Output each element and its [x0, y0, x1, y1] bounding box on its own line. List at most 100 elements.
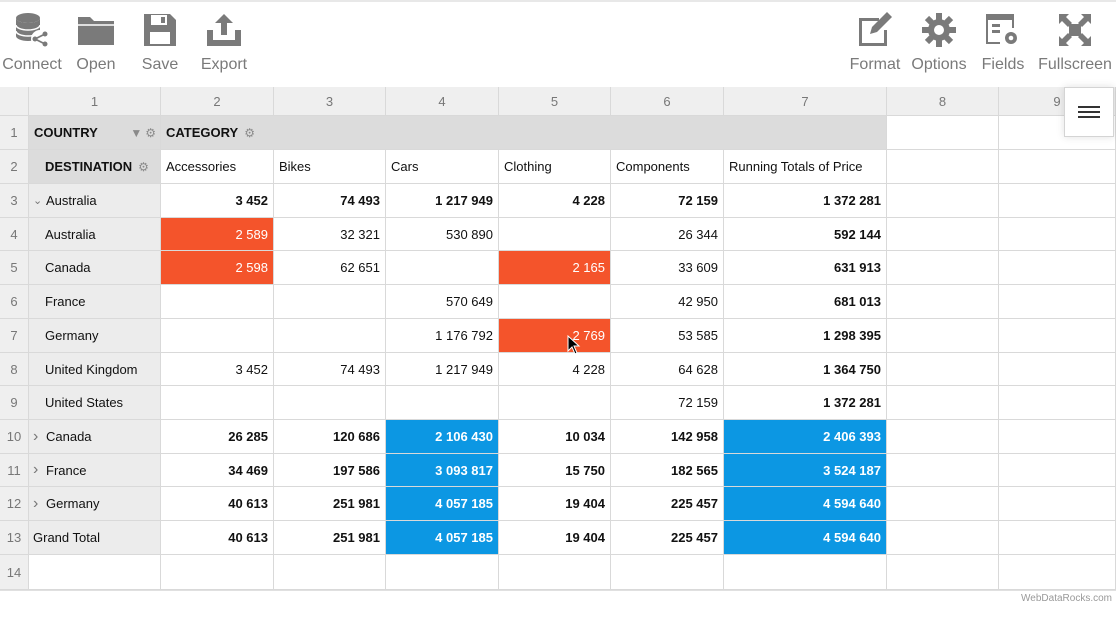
row-header[interactable]: 2 — [0, 150, 29, 184]
data-cell[interactable]: 4 057 185 — [386, 487, 499, 521]
data-cell[interactable]: 251 981 — [274, 487, 386, 521]
column-header[interactable]: 2 — [161, 87, 274, 116]
data-cell[interactable]: 225 457 — [611, 487, 724, 521]
data-cell[interactable]: 2 406 393 — [724, 420, 887, 454]
category-column-header[interactable]: Running Totals of Price — [724, 150, 887, 184]
data-cell[interactable]: 3 452 — [161, 184, 274, 218]
data-cell[interactable]: 4 594 640 — [724, 521, 887, 555]
options-button[interactable]: Options — [910, 10, 968, 82]
data-cell[interactable]: 34 469 — [161, 454, 274, 487]
format-button[interactable]: Format — [848, 10, 902, 82]
category-column-header[interactable]: Clothing — [499, 150, 611, 184]
hamburger-menu-button[interactable] — [1064, 87, 1114, 137]
connect-button[interactable]: Connect — [0, 10, 64, 82]
data-cell[interactable]: 2 769 — [499, 319, 611, 353]
row-header[interactable]: 7 — [0, 319, 29, 353]
data-cell[interactable]: 4 594 640 — [724, 487, 887, 521]
data-cell[interactable]: 19 404 — [499, 521, 611, 555]
gear-icon[interactable]: ⚙ — [138, 159, 149, 174]
data-cell[interactable]: 4 057 185 — [386, 521, 499, 555]
data-cell[interactable]: 530 890 — [386, 218, 499, 251]
data-cell[interactable]: 1 372 281 — [724, 184, 887, 218]
chevron-right-icon[interactable]: › — [33, 461, 39, 478]
data-cell[interactable]: 10 034 — [499, 420, 611, 454]
destination-header[interactable]: DESTINATION ⚙ — [29, 150, 161, 184]
data-cell[interactable] — [499, 218, 611, 251]
data-cell[interactable]: 197 586 — [274, 454, 386, 487]
data-cell[interactable]: 1 217 949 — [386, 184, 499, 218]
row-label-cell[interactable]: ⌄ Australia — [29, 184, 161, 218]
chevron-down-icon[interactable]: ⌄ — [33, 195, 43, 207]
row-label-cell[interactable]: Canada — [29, 251, 161, 285]
row-header[interactable]: 11 — [0, 454, 29, 487]
row-label-cell[interactable]: Grand Total — [29, 521, 161, 555]
data-cell[interactable]: 32 321 — [274, 218, 386, 251]
data-cell[interactable] — [274, 386, 386, 420]
save-button[interactable]: Save — [136, 10, 184, 82]
country-header[interactable]: COUNTRY ▼ ⚙ — [29, 116, 161, 150]
row-label-cell[interactable]: › Germany — [29, 487, 161, 521]
data-cell[interactable] — [386, 386, 499, 420]
row-header[interactable]: 9 — [0, 386, 29, 420]
column-header[interactable]: 1 — [29, 87, 161, 116]
data-cell[interactable]: 53 585 — [611, 319, 724, 353]
data-cell[interactable] — [499, 386, 611, 420]
row-label-cell[interactable]: Australia — [29, 218, 161, 251]
data-cell[interactable] — [386, 251, 499, 285]
data-cell[interactable]: 74 493 — [274, 184, 386, 218]
data-cell[interactable]: 62 651 — [274, 251, 386, 285]
data-cell[interactable] — [161, 386, 274, 420]
chevron-right-icon[interactable]: › — [33, 427, 39, 445]
data-cell[interactable] — [161, 319, 274, 353]
column-header[interactable]: 6 — [611, 87, 724, 116]
row-header[interactable]: 8 — [0, 353, 29, 386]
column-header[interactable]: 3 — [274, 87, 386, 116]
row-header[interactable]: 3 — [0, 184, 29, 218]
data-cell[interactable]: 1 372 281 — [724, 386, 887, 420]
data-cell[interactable]: 120 686 — [274, 420, 386, 454]
data-cell[interactable]: 681 013 — [724, 285, 887, 319]
open-button[interactable]: Open — [72, 10, 120, 82]
data-cell[interactable]: 40 613 — [161, 487, 274, 521]
column-header[interactable]: 4 — [386, 87, 499, 116]
data-cell[interactable]: 1 364 750 — [724, 353, 887, 386]
row-header[interactable]: 13 — [0, 521, 29, 555]
chevron-right-icon[interactable]: › — [33, 494, 39, 512]
data-cell[interactable]: 15 750 — [499, 454, 611, 487]
row-header[interactable]: 12 — [0, 487, 29, 521]
category-column-header[interactable]: Bikes — [274, 150, 386, 184]
category-column-header[interactable]: Accessories — [161, 150, 274, 184]
data-cell[interactable]: 1 217 949 — [386, 353, 499, 386]
data-cell[interactable] — [161, 285, 274, 319]
data-cell[interactable] — [274, 319, 386, 353]
data-cell[interactable]: 3 093 817 — [386, 454, 499, 487]
gear-icon[interactable]: ⚙ — [145, 125, 156, 140]
row-header[interactable]: 5 — [0, 251, 29, 285]
row-label-cell[interactable]: United Kingdom — [29, 353, 161, 386]
row-header[interactable]: 6 — [0, 285, 29, 319]
category-column-header[interactable]: Cars — [386, 150, 499, 184]
data-cell[interactable]: 40 613 — [161, 521, 274, 555]
data-cell[interactable]: 2 598 — [161, 251, 274, 285]
row-header[interactable]: 4 — [0, 218, 29, 251]
data-cell[interactable]: 3 452 — [161, 353, 274, 386]
data-cell[interactable]: 64 628 — [611, 353, 724, 386]
data-cell[interactable]: 1 298 395 — [724, 319, 887, 353]
data-cell[interactable]: 2 106 430 — [386, 420, 499, 454]
data-cell[interactable]: 3 524 187 — [724, 454, 887, 487]
column-header[interactable]: 5 — [499, 87, 611, 116]
data-cell[interactable]: 74 493 — [274, 353, 386, 386]
row-label-cell[interactable]: United States — [29, 386, 161, 420]
row-label-cell[interactable]: › France — [29, 454, 161, 487]
data-cell[interactable]: 72 159 — [611, 386, 724, 420]
data-cell[interactable]: 72 159 — [611, 184, 724, 218]
row-header[interactable]: 1 — [0, 116, 29, 150]
category-header[interactable]: CATEGORY ⚙ — [161, 116, 887, 150]
data-cell[interactable]: 26 285 — [161, 420, 274, 454]
data-cell[interactable]: 142 958 — [611, 420, 724, 454]
filter-icon[interactable]: ▼ — [130, 125, 143, 140]
data-cell[interactable] — [499, 285, 611, 319]
data-cell[interactable]: 2 165 — [499, 251, 611, 285]
category-column-header[interactable]: Components — [611, 150, 724, 184]
row-header[interactable]: 14 — [0, 555, 29, 590]
